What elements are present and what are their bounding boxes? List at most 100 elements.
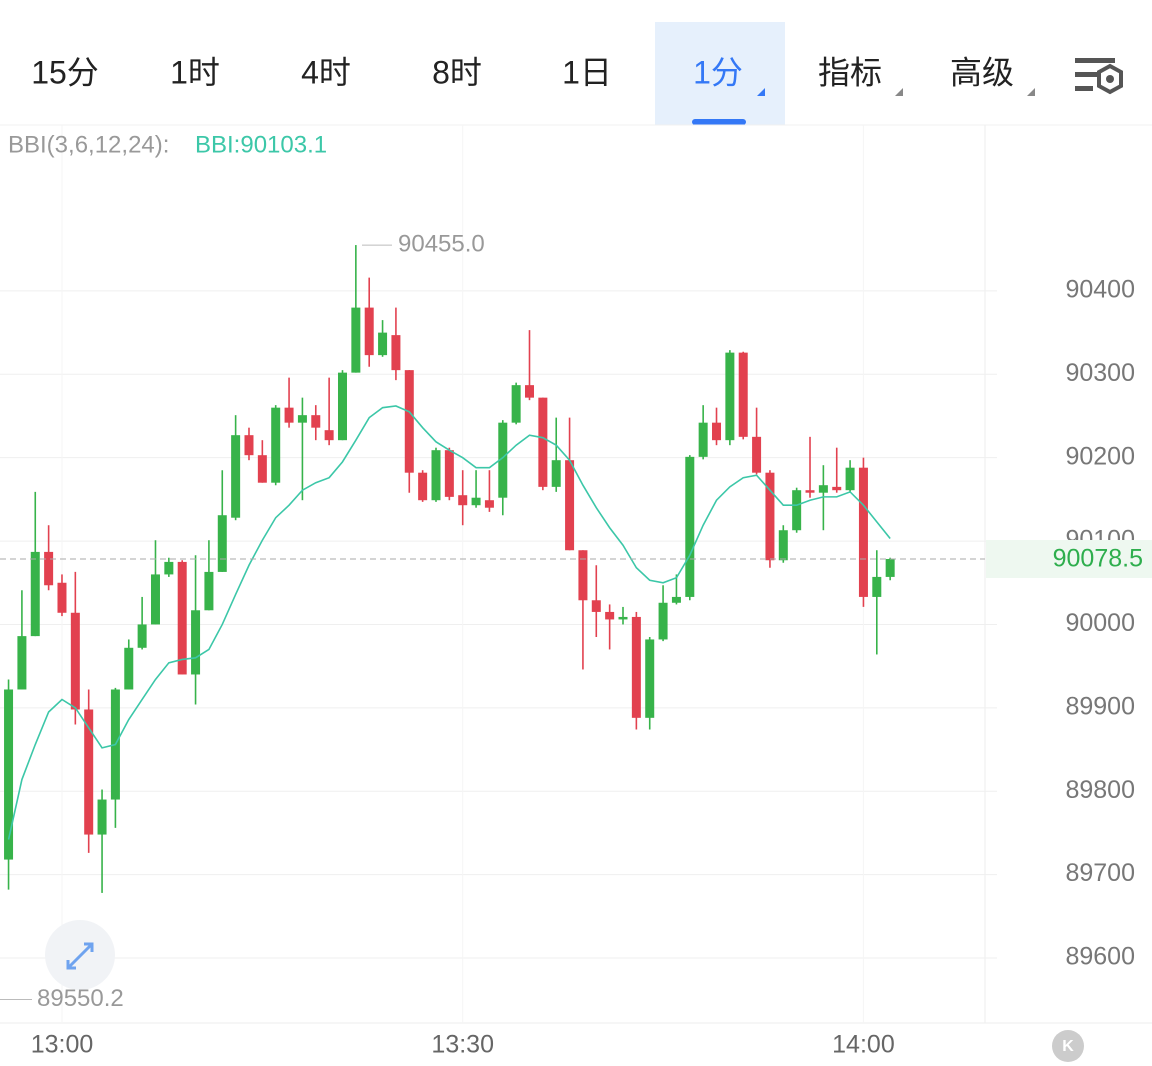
dropdown-caret [895,88,903,96]
dropdown-caret [1027,88,1035,96]
corner-button[interactable] [1052,1030,1084,1062]
candle-body [364,307,374,356]
candle-body [538,397,548,487]
candle-body [778,530,788,561]
min-label: 89550.2 [37,985,124,1012]
max-label: 90455.0 [398,230,485,257]
x-tick-label: 13:30 [431,1031,494,1059]
candle-body [337,372,347,441]
candle-body [565,460,575,551]
candle-body [418,472,428,501]
candle-body [858,467,868,597]
corner-button-label[interactable]: K [1062,1038,1074,1055]
tab[interactable]: 4时 [301,54,351,90]
tab[interactable]: 1日 [562,54,612,90]
candle-body [150,574,160,625]
candle-body [671,596,681,603]
candle-body [845,467,855,491]
candle-body [752,436,762,473]
candle-body [30,551,40,637]
candle-body [391,335,401,371]
last-price-label: 90078.5 [1053,545,1143,573]
candle-body [765,472,775,561]
candle-body [44,551,54,586]
candle-body [498,422,508,498]
candle-body [57,582,67,613]
candle-body [191,610,201,675]
candle-body [4,689,14,860]
candle-body [605,611,615,620]
candle-body [17,636,27,690]
active-tab-underline [692,119,746,125]
candle-body [284,407,294,423]
settings-icon[interactable] [1075,58,1123,95]
candle-body [311,415,321,428]
y-tick-label: 90300 [1065,359,1135,387]
candle-body [84,709,94,835]
candle-body [792,490,802,531]
candle-body [137,624,147,648]
candle-body [885,558,895,577]
indicator-params: BBI(3,6,12,24): [8,131,169,158]
tab[interactable]: 高级 [950,54,1014,90]
y-tick-label: 89900 [1065,692,1135,720]
tab[interactable]: 8时 [432,54,482,90]
tab[interactable]: 1时 [170,54,220,90]
tab-bar: 15分 1时 4时 8时 1日 1分 指标 高级 [31,54,1014,90]
candle-body [257,455,267,483]
candle-body [738,352,748,437]
active-tab-bg [655,22,785,125]
indicator-readout: BBI:90103.1 [195,131,327,158]
plot [0,125,997,1023]
candle-body [97,799,107,835]
x-tick-label: 13:00 [31,1031,94,1059]
candle-body [725,352,735,441]
x-tick-label: 14:00 [832,1031,895,1059]
candle-body [164,561,174,575]
candle-body [832,486,842,491]
candle-body [698,422,708,457]
bbi-line [7,405,891,840]
expand-button[interactable] [45,920,115,990]
candle-body [805,490,815,493]
candle-body [70,612,80,710]
y-tick-label: 90200 [1065,442,1135,470]
y-tick-label: 90000 [1065,609,1135,637]
y-tick-label: 89600 [1065,943,1135,971]
candle-body [631,616,641,718]
candle-body [444,450,454,497]
candle-body [431,450,441,501]
candle-body [525,385,535,398]
last-price-box [986,539,1152,578]
candle-body [351,307,361,373]
tab[interactable]: 1分 [693,54,743,90]
candle-body [177,561,187,675]
candle-body [378,332,388,356]
tab[interactable]: 15分 [31,54,99,90]
y-tick-label: 89800 [1065,776,1135,804]
y-tick-label: 90400 [1065,276,1135,304]
candle-body [324,430,334,441]
tab[interactable]: 指标 [818,54,882,90]
candle-body [484,500,494,508]
candle-body [471,497,481,506]
y-tick-label: 89700 [1065,859,1135,887]
candle-body [645,639,655,718]
candle-body [124,647,134,690]
candle-body [658,602,668,640]
candle-body [551,460,561,487]
candle-body [578,550,588,601]
candle-body [244,435,254,456]
candle-body [712,422,722,441]
candle-body [217,515,227,572]
candle-body [872,576,882,597]
candle-body [618,616,628,620]
candle-body [404,370,414,473]
candle-body [231,435,241,518]
candle-body [685,456,695,597]
candle-body [818,485,828,493]
candle-body [458,495,468,506]
candle-body [204,571,214,611]
candle-body [511,385,521,423]
